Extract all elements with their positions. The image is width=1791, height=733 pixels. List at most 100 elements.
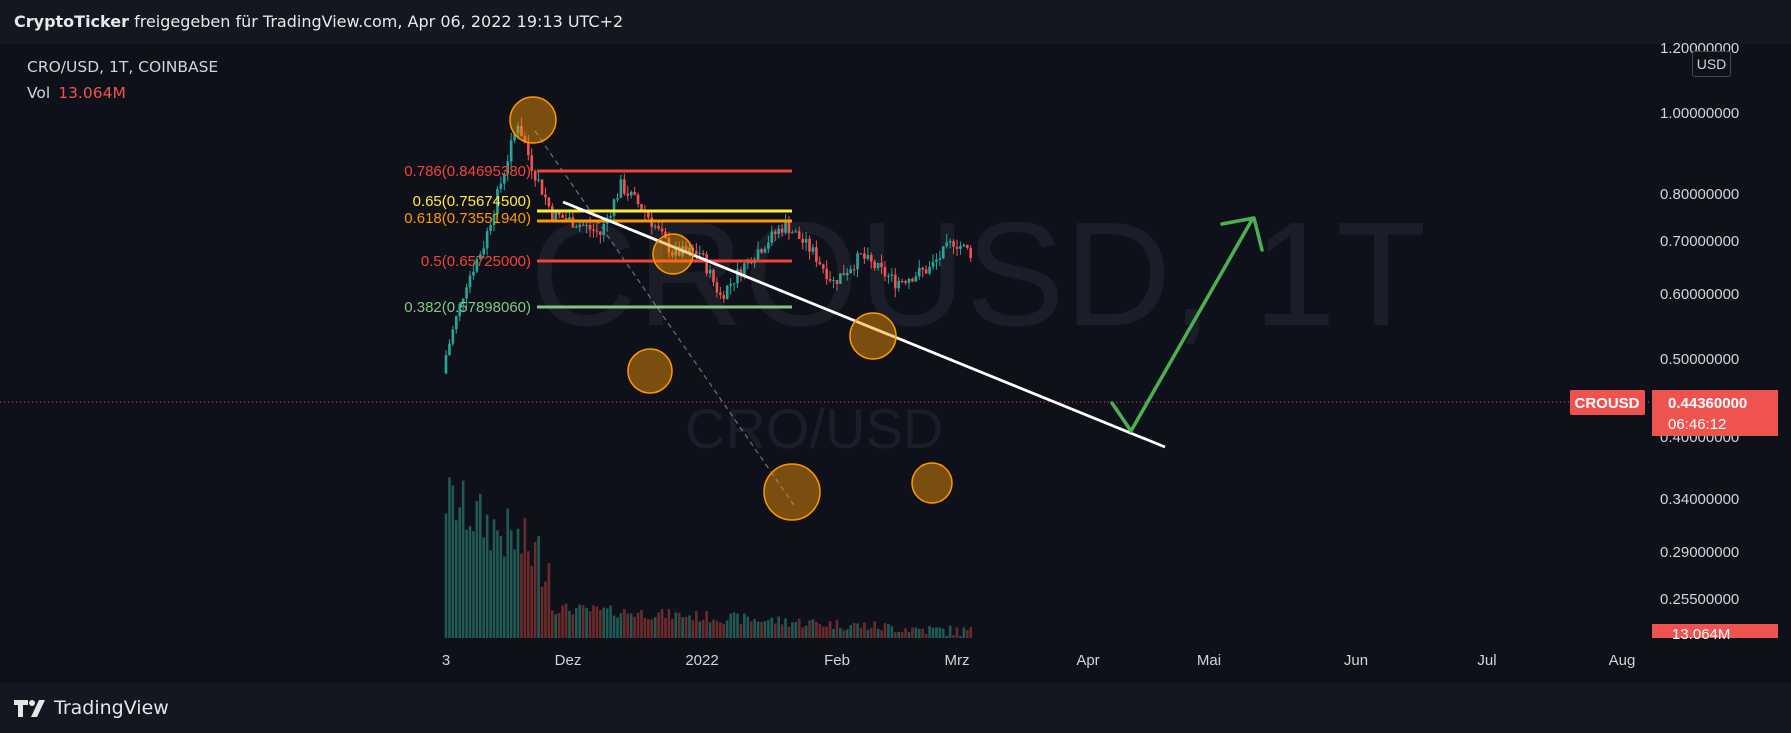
volume-bar: [756, 621, 760, 638]
candle-body: [554, 211, 558, 221]
time-label: Mai: [1197, 652, 1221, 669]
candle-body: [866, 254, 870, 259]
volume-bar: [547, 562, 551, 638]
volume-bar: [472, 531, 475, 638]
currency-button[interactable]: USD: [1692, 51, 1731, 77]
price-label: 0.25500000: [1660, 591, 1739, 608]
candle-body: [623, 179, 626, 194]
candle-body: [520, 125, 523, 137]
vol-value: 13.064M: [58, 84, 126, 102]
volume-bar: [588, 611, 592, 638]
candle-body: [890, 274, 894, 276]
last-price-label: 0.44360000: [1668, 395, 1747, 412]
candle-body: [818, 261, 822, 265]
volume-bar: [736, 613, 739, 638]
candle-body: [839, 273, 842, 284]
candle-body: [767, 242, 770, 249]
candle-body: [725, 285, 729, 299]
volume-bar: [935, 627, 938, 638]
candle-body: [904, 281, 907, 283]
volume-bar: [492, 519, 496, 638]
volume-bar: [842, 630, 846, 638]
volume-bar: [948, 625, 952, 638]
volume-bar: [667, 609, 671, 638]
volume-bar: [527, 551, 530, 638]
candle-body: [815, 247, 818, 262]
volume-bar: [653, 617, 657, 638]
candle-body: [671, 252, 674, 256]
volume-bar: [746, 616, 750, 638]
price-label: 0.29000000: [1660, 544, 1739, 561]
volume-bar: [849, 625, 852, 638]
volume-bar: [869, 628, 873, 638]
candle-body: [705, 254, 708, 274]
candle-body: [465, 287, 468, 299]
volume-bar: [540, 586, 544, 638]
published-on: freigegeben für TradingView.com: [134, 12, 398, 31]
volume-bar: [784, 618, 787, 638]
volume-bar: [712, 619, 715, 638]
volume-bar: [461, 480, 465, 638]
time-label: Mrz: [945, 652, 970, 669]
volume-bar: [794, 621, 798, 638]
volume-bar: [623, 609, 626, 638]
volume-bar: [773, 623, 777, 638]
candle-body: [794, 231, 798, 233]
volume-bar: [592, 605, 595, 638]
volume-bar: [876, 628, 880, 638]
candle-body: [914, 276, 918, 282]
volume-bar: [502, 556, 506, 638]
candle-body: [619, 179, 623, 198]
publisher-name[interactable]: CryptoTicker: [14, 12, 129, 31]
volume-bar: [513, 549, 516, 638]
candle-body: [859, 253, 863, 255]
chart-canvas[interactable]: CROUSD, 1T CRO/USD 0.786(0.84695380) 0.65…: [0, 0, 1791, 683]
candle-body: [852, 269, 856, 271]
price-label: 0.60000000: [1660, 286, 1739, 303]
candle-body: [743, 263, 746, 277]
volume-bar: [551, 610, 554, 638]
volume-bar: [475, 500, 479, 638]
publish-info: CryptoTicker freigegeben für TradingView…: [14, 12, 624, 31]
volume-bar: [695, 611, 698, 638]
volume-bar: [451, 485, 455, 638]
candle-body: [626, 193, 630, 196]
volume-bar: [708, 622, 712, 638]
volume-bar: [698, 621, 702, 638]
volume-bar: [485, 514, 489, 638]
volume-bar: [523, 517, 527, 638]
volume-bar: [852, 622, 856, 638]
price-label: 0.80000000: [1660, 186, 1739, 203]
volume-bar: [890, 626, 894, 638]
volume-bar: [732, 612, 736, 638]
candle-body: [537, 179, 540, 181]
candle-body: [729, 283, 732, 286]
volume-bar: [945, 635, 949, 638]
volume-bar: [605, 608, 609, 638]
candle-body: [695, 250, 698, 255]
watermark-big: CROUSD, 1T: [530, 192, 1426, 357]
time-label: Dez: [555, 652, 582, 669]
candle-body: [701, 253, 705, 255]
candle-body: [760, 249, 763, 253]
candle-body: [900, 280, 904, 282]
volume-bar: [887, 624, 890, 638]
candle-body: [478, 254, 482, 259]
candle-body: [842, 273, 846, 276]
tradingview-logo[interactable]: TradingView: [14, 697, 169, 719]
symbol-label[interactable]: CRO/USD, 1T, COINBASE: [27, 58, 219, 76]
volume-bar: [780, 624, 784, 638]
volume-bar: [907, 632, 911, 638]
volume-bar: [595, 606, 599, 638]
vol-tag: [1652, 624, 1778, 638]
candle-body: [461, 298, 465, 304]
volume-bar: [537, 536, 540, 638]
candle-body: [959, 246, 962, 249]
candle-body: [969, 247, 973, 258]
candle-body: [496, 188, 499, 214]
volume-bar: [828, 621, 832, 638]
candle-body: [832, 280, 835, 282]
volume-bar: [808, 620, 811, 638]
volume-bar: [767, 620, 770, 638]
candle-body: [499, 183, 503, 189]
